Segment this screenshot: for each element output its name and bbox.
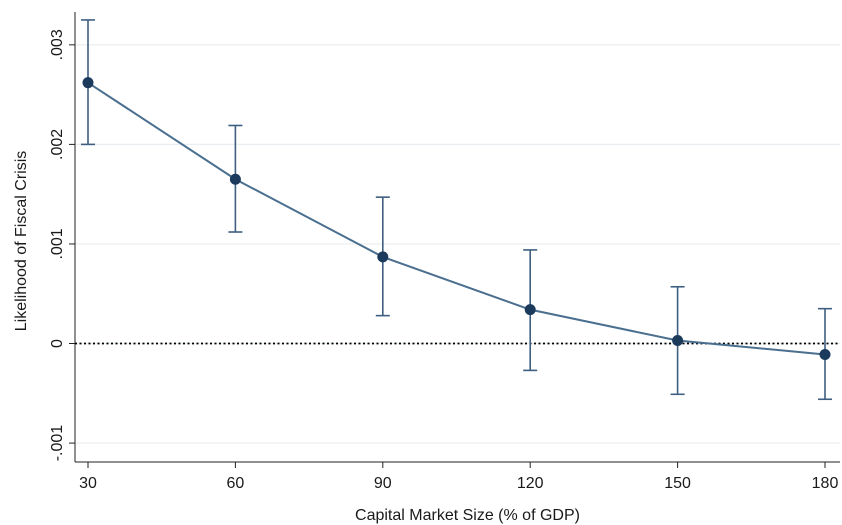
gridlines: [75, 44, 840, 444]
y-axis-title: Likelihood of Fiscal Crisis: [13, 151, 30, 332]
x-tick-label-3: 120: [517, 475, 544, 492]
y-tick-label-2: .001: [49, 228, 66, 259]
data-points: [82, 77, 831, 360]
y-tick-label-1: 0: [49, 339, 66, 348]
error-bars: [81, 19, 832, 401]
x-tick-label-5: 180: [812, 475, 839, 492]
x-tick-label-4: 150: [664, 475, 691, 492]
x-tick-label-1: 60: [227, 475, 245, 492]
series-line: [87, 81, 826, 356]
data-point-2: [377, 251, 389, 263]
y-tick-label-0: -.001: [49, 425, 66, 462]
x-axis-title: Capital Market Size (% of GDP): [355, 507, 580, 524]
x-tick-label-2: 90: [374, 475, 392, 492]
y-axis: -.001 0 .001 .002 .003: [49, 12, 76, 462]
data-point-1: [229, 173, 241, 185]
y-tick-label-4: .003: [49, 29, 66, 60]
data-point-3: [524, 304, 536, 316]
series-line-group: [87, 81, 826, 356]
data-point-4: [672, 335, 684, 347]
y-tick-label-3: .002: [49, 129, 66, 160]
data-point-0: [82, 77, 94, 89]
x-axis: 30 60 90 120 150 180: [75, 461, 840, 492]
data-point-5: [819, 348, 831, 360]
x-tick-label-0: 30: [79, 475, 97, 492]
